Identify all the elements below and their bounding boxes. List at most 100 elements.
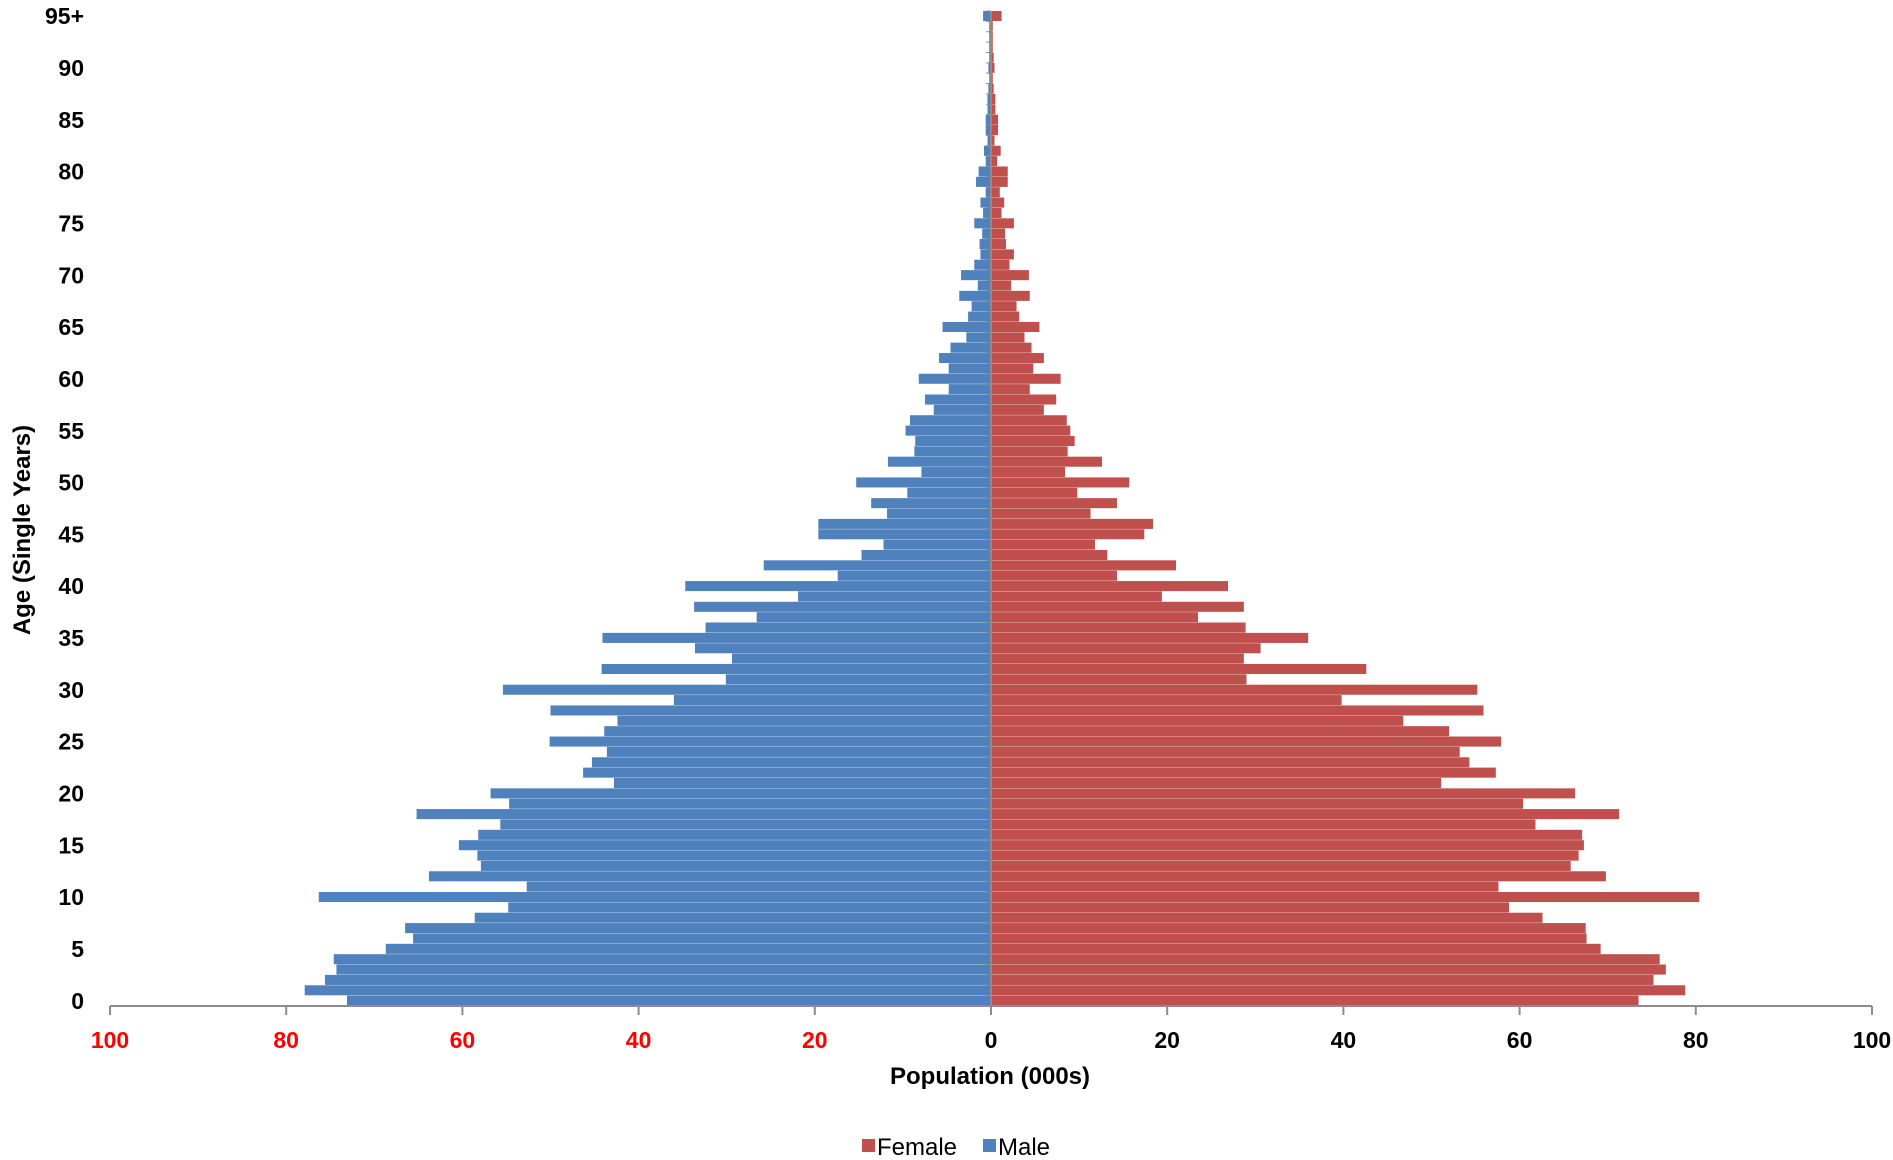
y-tick-label-70: 70	[58, 262, 84, 288]
female-bar-age-14	[991, 850, 1579, 861]
female-bar-age-61	[991, 363, 1034, 374]
female-bar-age-67	[991, 301, 1017, 312]
male-bar-age-84	[985, 125, 991, 136]
male-bar-age-24	[606, 746, 991, 757]
male-bar-age-71	[974, 259, 991, 270]
female-bar-age-6	[991, 933, 1587, 944]
male-bar-age-63	[950, 342, 991, 353]
female-bar-age-65	[991, 321, 1040, 332]
female-bar-age-40	[991, 581, 1228, 592]
male-bar-age-67	[971, 301, 991, 312]
female-bar-age-24	[991, 746, 1460, 757]
female-bar-age-31	[991, 674, 1247, 685]
y-tick-label-0: 0	[71, 988, 84, 1014]
y-tick-label-15: 15	[58, 832, 84, 858]
male-bar-age-31	[725, 674, 991, 685]
male-bar-age-2	[324, 974, 991, 985]
male-bar-age-55	[905, 425, 991, 436]
male-bar-age-78	[985, 187, 991, 198]
female-bar-age-9	[991, 902, 1510, 913]
female-bar-age-38	[991, 601, 1244, 612]
male-bar-age-8	[474, 912, 991, 923]
y-tick-label-95plus: 95+	[45, 3, 84, 29]
female-bar-age-90	[991, 62, 995, 73]
male-bar-age-33	[731, 653, 991, 664]
female-bar-age-73	[991, 239, 1006, 250]
y-tick-label-20: 20	[58, 781, 84, 807]
female-bars	[991, 11, 1700, 1006]
female-bar-age-52	[991, 456, 1103, 467]
male-bar-age-65	[942, 321, 991, 332]
male-bar-age-11	[526, 881, 991, 892]
y-tick-label-55: 55	[58, 418, 84, 444]
male-bar-age-39	[798, 591, 991, 602]
x-tick-label-female-100: 100	[1853, 1027, 1891, 1053]
male-bar-age-15	[458, 840, 992, 851]
x-tick-label-female-0: 0	[985, 1027, 998, 1053]
female-bar-age-56	[991, 415, 1067, 426]
female-bar-age-68	[991, 290, 1030, 301]
male-bar-age-32	[601, 663, 991, 675]
male-bar-age-48	[871, 498, 991, 509]
y-tick-label-25: 25	[58, 729, 84, 755]
female-bar-age-25	[991, 736, 1502, 747]
female-bar-age-5	[991, 943, 1601, 954]
female-bar-age-87	[991, 93, 996, 104]
male-bar-age-37	[756, 612, 991, 623]
female-bar-age-85	[991, 114, 999, 125]
female-bar-age-26	[991, 726, 1450, 737]
female-bar-age-43	[991, 549, 1108, 561]
female-bar-age-75	[991, 218, 1014, 229]
female-bar-age-33	[991, 653, 1244, 664]
female-bar-age-81	[991, 156, 998, 167]
female-bar-age-71	[991, 259, 1010, 270]
male-bar-age-79	[976, 176, 991, 187]
female-bar-age-27	[991, 715, 1404, 726]
male-bar-age-75	[974, 218, 991, 229]
female-bar-age-29	[991, 695, 1342, 706]
female-bar-age-49	[991, 487, 1078, 498]
male-bar-age-28	[550, 705, 991, 716]
y-tick-label-45: 45	[58, 521, 84, 547]
female-bar-age-23	[991, 757, 1470, 768]
female-bar-age-3	[991, 964, 1666, 975]
male-bar-age-14	[477, 850, 991, 861]
female-bar-age-32	[991, 663, 1367, 675]
y-axis: 0 5 10 15 20 25 30 35 40 45 50 55 60 65 70 75 80 85 90 95+	[45, 3, 992, 1014]
male-bar-age-49	[907, 487, 991, 498]
male-bar-age-44	[883, 539, 991, 550]
male-bar-age-9	[508, 902, 991, 913]
legend-label-female: Female	[877, 1134, 957, 1160]
female-bar-age-84	[991, 125, 999, 136]
male-bar-age-66	[968, 311, 991, 322]
x-tick-label-female-80: 80	[1683, 1027, 1709, 1053]
female-bar-age-36	[991, 622, 1246, 633]
female-bar-age-79	[991, 176, 1008, 187]
male-bar-age-13	[480, 860, 991, 871]
female-bar-age-50	[991, 477, 1130, 488]
male-bar-age-27	[617, 715, 991, 726]
female-bar-age-62	[991, 353, 1044, 364]
y-tick-label-30: 30	[58, 677, 84, 703]
female-bar-age-78	[991, 187, 1000, 198]
male-bar-age-95	[983, 11, 991, 22]
female-bar-age-88	[991, 83, 994, 94]
male-bar-age-58	[924, 394, 991, 405]
female-bar-age-17	[991, 819, 1536, 830]
female-bar-age-95	[991, 11, 1002, 22]
male-bar-age-22	[583, 767, 991, 778]
female-bar-age-44	[991, 539, 1095, 550]
male-bar-age-62	[939, 353, 991, 364]
male-bar-age-16	[478, 829, 991, 840]
legend-swatch-male	[983, 1139, 996, 1152]
female-bar-age-12	[991, 871, 1606, 882]
male-bar-age-1	[304, 985, 991, 996]
male-bar-age-42	[763, 560, 991, 571]
female-bar-age-18	[991, 809, 1620, 820]
male-bar-age-82	[983, 145, 991, 156]
x-axis-title: Population (000s)	[890, 1063, 1090, 1090]
female-bar-age-39	[991, 591, 1162, 602]
male-bar-age-52	[887, 456, 991, 467]
y-tick-label-5: 5	[71, 936, 84, 962]
female-bar-age-77	[991, 197, 1005, 208]
